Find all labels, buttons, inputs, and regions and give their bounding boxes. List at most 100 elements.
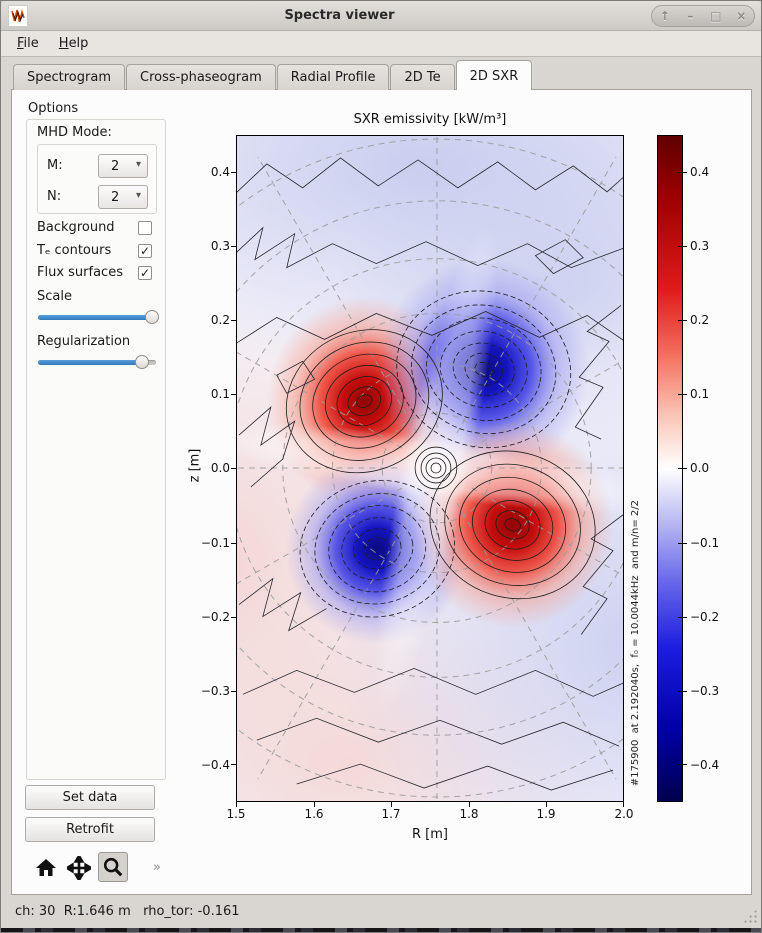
- maximize-button[interactable]: □: [710, 8, 722, 23]
- colorbar-tick: 0.2: [690, 313, 710, 327]
- background-row: Background: [27, 220, 165, 238]
- chevron-down-icon: ▾: [135, 190, 141, 201]
- colorbar-tick: −0.2: [690, 610, 720, 624]
- axis-tick-mark: [546, 802, 548, 807]
- menu-file[interactable]: File: [17, 36, 39, 51]
- tab-2d-te[interactable]: 2D Te: [390, 64, 455, 90]
- axis-tick-mark: [468, 802, 470, 807]
- axis-tick-mark: [678, 543, 687, 544]
- slider-handle[interactable]: [134, 355, 149, 369]
- colorbar-tick: 0.3: [690, 239, 710, 253]
- retrofit-button[interactable]: Retrofit: [25, 817, 155, 842]
- menu-help[interactable]: Help: [58, 36, 89, 51]
- app-logo-icon: [8, 4, 28, 27]
- y-tick: −0.2: [200, 610, 230, 624]
- flux-surfaces-label: Flux surfaces: [37, 265, 123, 280]
- m-row: M: 2 ▾: [38, 154, 156, 178]
- tab-spectrogram[interactable]: Spectrogram: [13, 64, 125, 90]
- y-tick: −0.1: [200, 536, 230, 550]
- x-tick: 2.0: [614, 807, 634, 821]
- regularization-slider[interactable]: [38, 355, 156, 369]
- chevron-down-icon: ▾: [135, 159, 141, 170]
- toolbar-overflow-button[interactable]: »: [153, 860, 161, 875]
- n-row: N: 2 ▾: [38, 185, 156, 209]
- slider-fill: [38, 360, 142, 365]
- tab-radial-profile[interactable]: Radial Profile: [276, 64, 390, 90]
- te-contours-checkbox[interactable]: ✓: [138, 244, 152, 258]
- axis-tick-mark: [231, 691, 236, 692]
- n-dropdown[interactable]: 2 ▾: [98, 185, 148, 209]
- axis-tick-mark: [236, 802, 237, 807]
- axis-tick-mark: [231, 468, 236, 469]
- zoom-tool-button[interactable]: [98, 852, 128, 882]
- axis-tick-mark: [678, 394, 687, 395]
- minimize-button[interactable]: –: [687, 8, 694, 23]
- cursor-readout: ch: 30 R:1.646 m rho_tor: -0.161: [15, 904, 240, 919]
- background-label: Background: [37, 220, 115, 235]
- axis-tick-mark: [678, 691, 687, 692]
- slider-handle[interactable]: [145, 310, 160, 324]
- te-contours-label: Tₑ contours: [37, 243, 112, 258]
- mhd-mode-box: M: 2 ▾ N: 2 ▾: [37, 144, 157, 214]
- axis-tick-mark: [678, 172, 687, 173]
- scale-slider[interactable]: [38, 310, 160, 324]
- zoom-icon: [103, 857, 123, 877]
- y-tick: −0.3: [200, 684, 230, 698]
- tab-cross-phaseogram[interactable]: Cross-phaseogram: [126, 64, 276, 90]
- flux-surfaces-row: Flux surfaces ✓: [27, 265, 165, 283]
- colorbar-tick: 0.1: [690, 387, 710, 401]
- desktop-taskbar-sliver: [1, 928, 761, 932]
- x-tick: 1.8: [459, 807, 479, 821]
- axis-tick-mark: [231, 320, 236, 321]
- regularization-label: Regularization: [37, 334, 131, 349]
- axis-tick-mark: [391, 802, 393, 807]
- te-contours-outer: [237, 157, 623, 791]
- resize-grip[interactable]: [743, 909, 757, 923]
- sxr-emissivity-heatmap[interactable]: [237, 136, 623, 801]
- axis-tick-mark: [231, 246, 236, 247]
- content-panel: Options MHD Mode: M: 2 ▾ N: 2 ▾: [11, 89, 752, 895]
- x-tick: 1.7: [381, 807, 401, 821]
- pan-icon[interactable]: [64, 853, 94, 883]
- shade-window-button[interactable]: ↑: [659, 8, 670, 23]
- set-data-button[interactable]: Set data: [25, 785, 155, 810]
- background-checkbox[interactable]: [138, 221, 152, 235]
- axis-tick-mark: [231, 764, 236, 765]
- colorbar-tick: −0.4: [690, 758, 720, 772]
- flux-surfaces-checkbox[interactable]: ✓: [138, 266, 152, 280]
- m-label: M:: [47, 158, 63, 173]
- shot-annotation: #175900 at 2.192040s, f₀ = 10.0044kHz an…: [630, 499, 641, 786]
- te-contours-row: Tₑ contours ✓: [27, 243, 165, 261]
- m-dropdown-value: 2: [111, 159, 120, 174]
- axis-tick-mark: [678, 764, 687, 765]
- plot-area: [236, 135, 624, 802]
- x-axis-label: R [m]: [412, 827, 448, 842]
- title-bar[interactable]: Spectra viewer ↑ – □ ×: [1, 1, 761, 31]
- tab-2d-sxr[interactable]: 2D SXR: [455, 60, 533, 90]
- close-button[interactable]: ×: [736, 8, 747, 23]
- mhd-mode-label: MHD Mode:: [37, 125, 112, 140]
- te-contours-negative: [299, 290, 572, 618]
- y-tick: 0.2: [210, 313, 230, 327]
- axis-tick-mark: [678, 617, 687, 618]
- colorbar-tick: −0.3: [690, 684, 720, 698]
- n-dropdown-value: 2: [111, 190, 120, 205]
- status-bar: ch: 30 R:1.646 m rho_tor: -0.161: [1, 896, 761, 928]
- axis-tick-mark: [231, 394, 236, 395]
- axis-tick-mark: [231, 172, 236, 173]
- axis-tick-mark: [678, 320, 687, 321]
- tab-bar: Spectrogram Cross-phaseogram Radial Prof…: [13, 60, 533, 90]
- colorbar-tick: 0.4: [690, 165, 710, 179]
- y-tick: −0.4: [200, 758, 230, 772]
- m-dropdown[interactable]: 2 ▾: [98, 154, 148, 178]
- home-icon[interactable]: [34, 856, 58, 880]
- y-tick: 0.1: [210, 387, 230, 401]
- options-frame: MHD Mode: M: 2 ▾ N: 2 ▾: [26, 119, 166, 780]
- n-label: N:: [47, 189, 62, 204]
- options-label: Options: [28, 101, 79, 116]
- window-title: Spectra viewer: [284, 8, 395, 23]
- menu-bar: File Help: [1, 31, 761, 57]
- window-controls: ↑ – □ ×: [651, 4, 755, 27]
- plot-title: SXR emissivity [kW/m³]: [353, 112, 507, 127]
